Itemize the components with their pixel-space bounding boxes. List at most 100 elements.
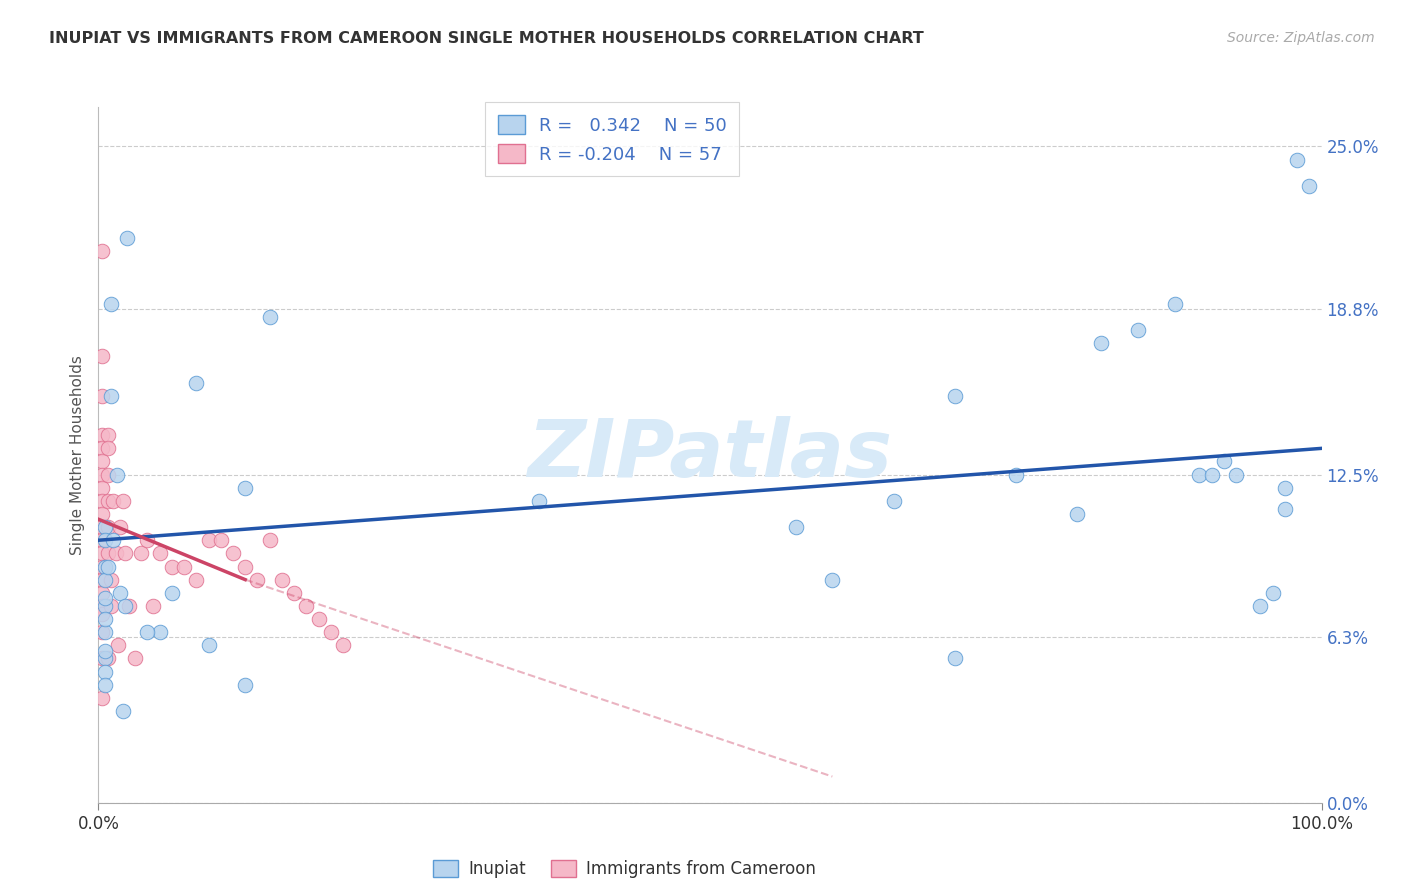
Point: [136, 533, 159, 548]
Point: [186, 376, 208, 390]
Text: ZIPatlas: ZIPatlas: [527, 416, 893, 494]
Point: [110, 586, 132, 600]
Point: [91, 350, 114, 364]
Point: [233, 559, 256, 574]
Point: [93, 599, 115, 613]
Point: [100, 599, 122, 613]
Point: [91, 454, 114, 468]
Point: [91, 494, 114, 508]
Point: [173, 559, 195, 574]
Point: [100, 573, 122, 587]
Point: [129, 546, 152, 560]
Point: [1004, 467, 1026, 482]
Point: [943, 389, 966, 403]
Point: [197, 638, 219, 652]
Point: [821, 573, 844, 587]
Text: INUPIAT VS IMMIGRANTS FROM CAMEROON SINGLE MOTHER HOUSEHOLDS CORRELATION CHART: INUPIAT VS IMMIGRANTS FROM CAMEROON SING…: [49, 31, 924, 46]
Point: [91, 467, 114, 482]
Point: [107, 638, 129, 652]
Point: [308, 612, 330, 626]
Point: [118, 599, 141, 613]
Point: [93, 678, 115, 692]
Point: [1188, 467, 1211, 482]
Point: [283, 586, 305, 600]
Point: [943, 651, 966, 665]
Point: [93, 533, 115, 548]
Point: [97, 651, 120, 665]
Point: [91, 607, 114, 621]
Point: [1225, 467, 1247, 482]
Point: [1286, 153, 1309, 167]
Point: [91, 651, 114, 665]
Point: [270, 573, 294, 587]
Point: [136, 625, 159, 640]
Point: [91, 442, 114, 456]
Point: [91, 533, 114, 548]
Point: [91, 481, 114, 495]
Point: [97, 494, 120, 508]
Point: [100, 297, 122, 311]
Point: [1090, 336, 1112, 351]
Point: [91, 428, 114, 442]
Point: [115, 231, 138, 245]
Point: [124, 651, 146, 665]
Point: [785, 520, 807, 534]
Point: [100, 389, 122, 403]
Point: [1066, 507, 1088, 521]
Point: [105, 467, 128, 482]
Point: [1249, 599, 1271, 613]
Point: [527, 494, 550, 508]
Point: [91, 625, 114, 640]
Point: [114, 599, 136, 613]
Point: [101, 533, 124, 548]
Point: [91, 573, 114, 587]
Point: [1274, 481, 1296, 495]
Point: [1201, 467, 1223, 482]
Point: [142, 599, 165, 613]
Point: [246, 573, 269, 587]
Y-axis label: Single Mother Households: Single Mother Households: [70, 355, 86, 555]
Point: [149, 546, 172, 560]
Point: [197, 533, 219, 548]
Point: [91, 599, 114, 613]
Point: [91, 520, 114, 534]
Point: [1274, 501, 1296, 516]
Point: [111, 494, 134, 508]
Point: [93, 559, 115, 574]
Point: [91, 507, 114, 521]
Point: [97, 520, 120, 534]
Point: [149, 625, 172, 640]
Point: [91, 586, 114, 600]
Point: [91, 559, 114, 574]
Point: [93, 665, 115, 679]
Point: [97, 467, 120, 482]
Text: Source: ZipAtlas.com: Source: ZipAtlas.com: [1227, 31, 1375, 45]
Point: [93, 520, 115, 534]
Point: [222, 546, 245, 560]
Point: [233, 481, 256, 495]
Point: [91, 244, 114, 259]
Point: [883, 494, 905, 508]
Point: [110, 520, 132, 534]
Point: [319, 625, 342, 640]
Point: [93, 591, 115, 605]
Point: [1212, 454, 1234, 468]
Point: [1164, 297, 1187, 311]
Point: [97, 442, 120, 456]
Point: [259, 533, 281, 548]
Point: [186, 573, 208, 587]
Point: [332, 638, 354, 652]
Point: [160, 586, 183, 600]
Point: [97, 546, 120, 560]
Point: [91, 546, 114, 560]
Point: [209, 533, 232, 548]
Point: [97, 428, 120, 442]
Point: [93, 573, 115, 587]
Point: [114, 546, 136, 560]
Point: [91, 690, 114, 705]
Point: [160, 559, 183, 574]
Point: [93, 612, 115, 626]
Point: [1261, 586, 1284, 600]
Point: [259, 310, 281, 324]
Point: [104, 546, 127, 560]
